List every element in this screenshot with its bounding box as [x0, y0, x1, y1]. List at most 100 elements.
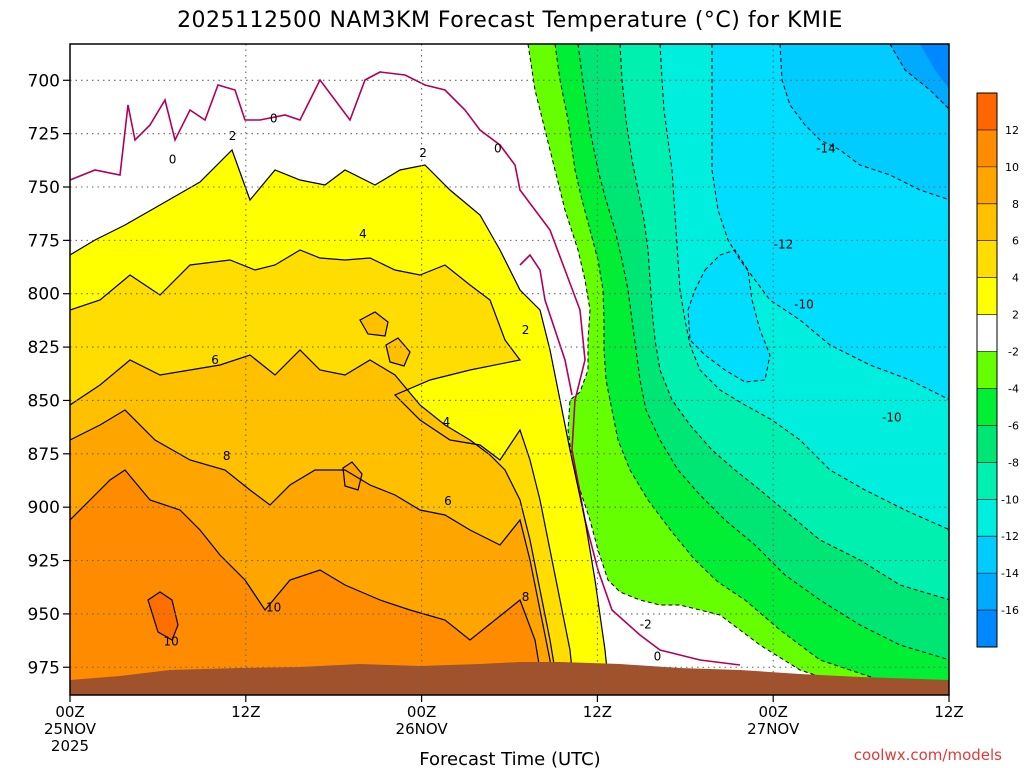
isotherm-zero-left	[70, 84, 306, 181]
colorbar: 12 10 8 6 4 2 -2 -4 -6 -8 -10 -12 -14 -16	[976, 92, 1019, 648]
freezing-isotherm	[70, 71, 741, 666]
y-axis: 700 725 750 775 800 825 850 875 900 925 950 975	[28, 71, 70, 678]
colorbar-label: -10	[1001, 493, 1019, 506]
colorbar-label: -16	[1001, 604, 1019, 617]
contour-label: 0	[270, 112, 278, 126]
x-tick-label: 00Z	[407, 703, 436, 721]
isotherm-neg8	[619, 44, 949, 601]
colorbar-label: -12	[1001, 530, 1019, 543]
isotherm-4	[70, 249, 576, 695]
y-tick-label: 700	[28, 71, 60, 91]
colorbar-label: 8	[1012, 198, 1019, 211]
colorbar-segment	[977, 93, 997, 130]
contour-label: 6	[211, 353, 219, 367]
x-tick-date: 26NOV	[396, 720, 449, 738]
x-axis-label: Forecast Time (UTC)	[419, 749, 600, 768]
colorbar-segment	[977, 462, 997, 500]
contour-label: 0	[494, 142, 502, 156]
contour-label: 2	[419, 146, 427, 160]
colorbar-label: 2	[1012, 309, 1019, 322]
x-tick-date: 27NOV	[747, 720, 800, 738]
band-warm-12plus	[148, 592, 178, 640]
isotherm-neg12	[711, 44, 949, 401]
band-warm-4to6-pocket	[360, 312, 388, 336]
contour-label: -14	[816, 142, 836, 156]
contour-label: 6	[444, 494, 452, 508]
credit-text: coolwx.com/models	[854, 746, 1002, 764]
x-tick-label: 12Z	[583, 703, 612, 721]
colorbar-label: -4	[1008, 382, 1019, 395]
contour-label: 8	[223, 449, 231, 463]
contour-label: -12	[774, 238, 794, 252]
band-warm-10to12	[70, 470, 545, 695]
y-tick-label: 925	[28, 552, 60, 572]
isotherm-8	[70, 409, 555, 695]
isotherm-neg10	[659, 44, 949, 531]
isotherm-neg16	[889, 44, 949, 110]
isotherm-4-closed	[359, 311, 389, 337]
colorbar-label: -14	[1001, 567, 1019, 580]
isotherm-neg4	[554, 44, 949, 691]
isotherm-neg12-closed	[687, 249, 771, 383]
colorbar-label: 6	[1012, 235, 1019, 248]
isotherm-neg2	[527, 44, 910, 695]
contour-label: 2	[229, 129, 237, 143]
contour-label: 0	[654, 650, 662, 664]
x-tick-label: 00Z	[55, 703, 84, 721]
y-tick-label: 875	[28, 445, 60, 465]
contour-label: 0	[169, 152, 177, 166]
colorbar-segment	[977, 351, 997, 389]
chart-title: 2025112500 NAM3KM Forecast Temperature (…	[177, 8, 843, 33]
x-tick-label: 12Z	[934, 703, 963, 721]
colorbar-segment	[977, 240, 997, 278]
colorbar-segment	[977, 277, 997, 315]
grid	[70, 44, 949, 695]
negative-isotherms	[527, 44, 949, 695]
isotherm-zero-main	[304, 71, 741, 666]
y-tick-label: 900	[28, 498, 60, 518]
contour-label: -10	[794, 297, 814, 311]
y-tick-label: 825	[28, 338, 60, 358]
colorbar-segment	[977, 425, 997, 463]
contour-label: -10	[882, 411, 902, 425]
colorbar-frame	[976, 92, 998, 648]
isotherm-6	[70, 349, 560, 695]
colorbar-label: -2	[1008, 346, 1019, 359]
plot-frame	[69, 43, 950, 696]
isotherm-10	[70, 469, 545, 695]
positive-isotherms	[70, 148, 611, 695]
contour-label: 4	[443, 415, 451, 429]
y-tick-label: 850	[28, 391, 60, 411]
colorbar-label: 10	[1005, 161, 1019, 174]
colorbar-segment	[977, 499, 997, 537]
x-tick-label: 00Z	[759, 703, 788, 721]
y-tick-label: 775	[28, 231, 60, 251]
colorbar-segment	[977, 166, 997, 204]
colorbar-label: -6	[1008, 419, 1019, 432]
y-tick-label: 750	[28, 178, 60, 198]
ground-terrain	[70, 662, 949, 695]
x-tick-label: 12Z	[231, 703, 260, 721]
colorbar-segment	[977, 388, 997, 426]
isotherm-zero-inner	[519, 253, 573, 396]
colorbar-segment	[977, 203, 997, 241]
contour-label: -2	[640, 618, 652, 632]
x-tick-year: 2025	[51, 737, 89, 755]
contour-label: 8	[522, 590, 530, 604]
isotherm-neg14	[779, 44, 949, 201]
isotherm-neg6	[577, 44, 949, 661]
contour-labels: 0 0 0 0 2 2 2 -2 4 4 6 6 8 8 10 10 -10 -10 -12 -14	[163, 112, 902, 664]
x-tick-date: 25NOV	[44, 720, 97, 738]
isotherm-4-closed	[385, 337, 411, 367]
colorbar-segment	[977, 536, 997, 574]
y-tick-label: 800	[28, 285, 60, 305]
colorbar-segment	[977, 573, 997, 611]
colorbar-label: 12	[1005, 124, 1019, 137]
colorbar-label: -8	[1008, 456, 1019, 469]
band-cold-below-16	[920, 44, 949, 89]
contour-label: 2	[522, 323, 530, 337]
isotherm-2	[70, 148, 611, 695]
colorbar-label: 4	[1012, 272, 1019, 285]
